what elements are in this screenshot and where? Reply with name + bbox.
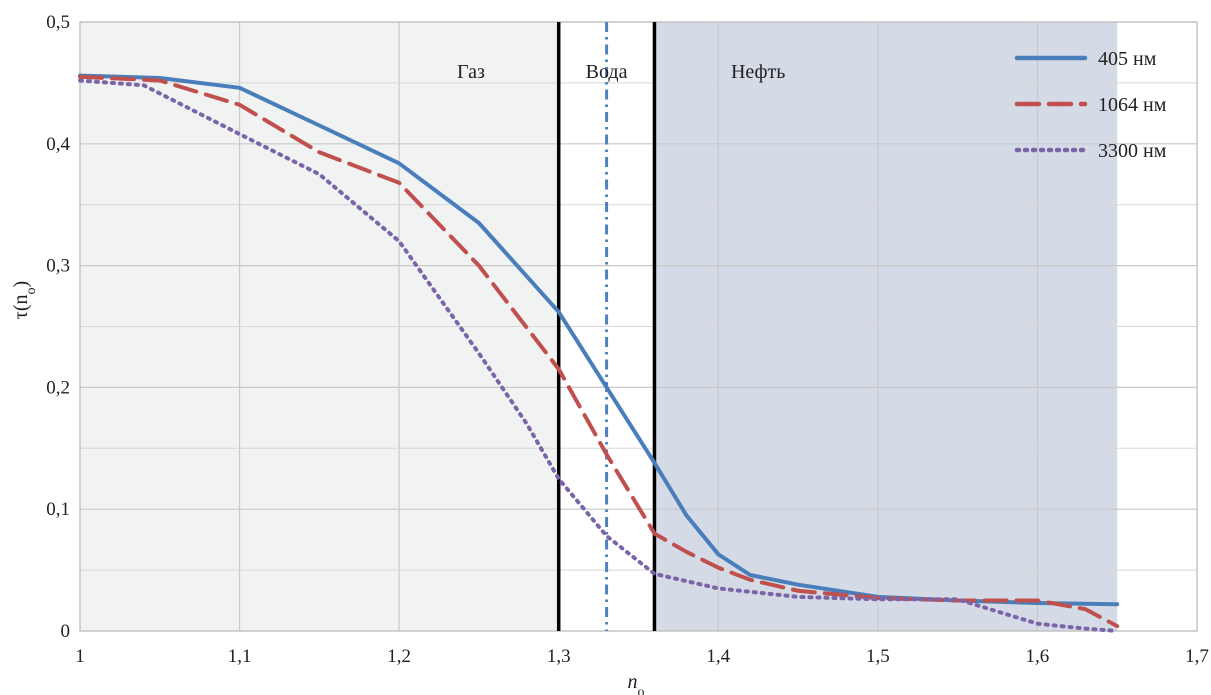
region-label: Нефть [731,61,785,83]
legend-entry-label: 405 нм [1098,48,1157,70]
y-axis-title-main: τ(n [10,294,32,319]
y-tick-label: 0,3 [46,256,70,277]
region-label: Вода [586,61,628,83]
y-tick-label: 0,5 [46,12,70,33]
x-axis-title-sub: o [638,685,645,695]
x-tick-label: 1 [75,646,85,667]
x-tick-label: 1,6 [1026,646,1050,667]
series-lines [78,73,1120,633]
x-tick-label: 1,4 [706,646,730,667]
y-tick-label: 0,4 [46,134,70,155]
x-tick-label: 1,1 [228,646,252,667]
region-boundaries [556,22,657,631]
x-tick-label: 1,2 [387,646,411,667]
x-tick-label: 1,3 [547,646,571,667]
series-line-3 [78,78,1120,633]
plot-border [79,21,1198,632]
y-tick-label: 0,1 [46,499,70,520]
y-tick-label: 0 [61,621,71,642]
series-line-2 [78,74,1120,629]
legend: 405 нм 1064 нм 3300 нм [1014,48,1167,162]
x-axis-title: no [628,671,645,695]
legend-entry-label: 3300 нм [1098,140,1167,162]
x-axis-title-main: n [628,671,638,693]
x-tick-label: 1,7 [1185,646,1209,667]
y-axis-title-close: ) [10,281,32,288]
y-axis-title-sub: o [24,287,39,294]
x-tick-label: 1,5 [866,646,890,667]
legend-entry-label: 1064 нм [1098,94,1167,116]
tick-labels: 1 1,1 1,2 1,3 1,4 1,5 1,6 1,7 0 0,1 0,2 0,3 0,4 0,5 [46,12,1209,667]
y-tick-label: 0,2 [46,377,70,398]
y-axis-title: τ(no) [10,281,39,319]
region-labels: Газ Вода Нефть [457,61,785,83]
region-label: Газ [457,61,485,83]
